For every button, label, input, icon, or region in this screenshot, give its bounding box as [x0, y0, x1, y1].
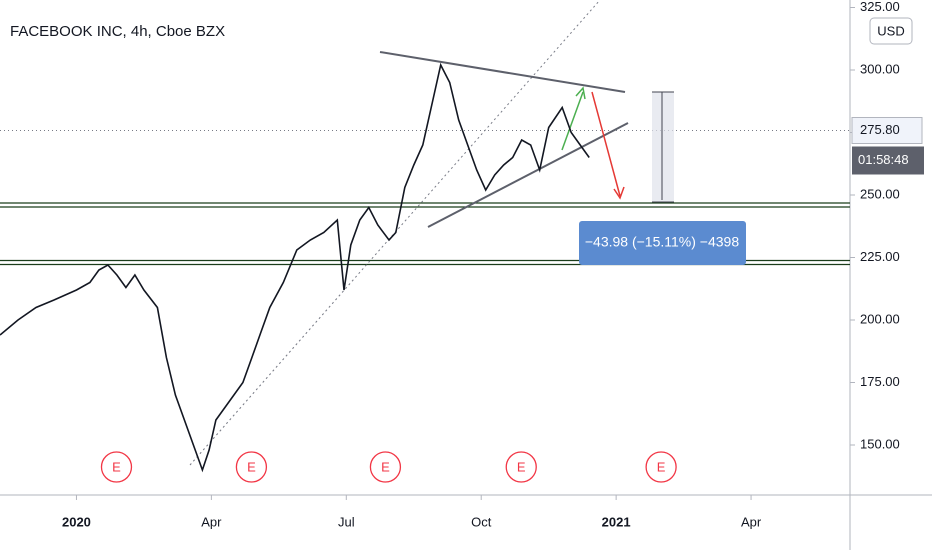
y-tick-label: 200.00 [860, 311, 900, 326]
y-tick-label: 225.00 [860, 249, 900, 264]
x-tick-label: 2020 [62, 514, 91, 529]
event-label: E [381, 459, 390, 474]
countdown: 01:58:48 [858, 152, 909, 167]
event-marker [235, 451, 268, 483]
down-arrow [591, 91, 621, 197]
y-tick-label: 250.00 [860, 186, 900, 201]
down-arrow-head [613, 186, 625, 200]
event-marker [100, 451, 133, 483]
measure-label-box [579, 221, 746, 265]
up-arrow [561, 91, 584, 151]
currency: USD [877, 23, 904, 38]
measure-label: −43.98 (−15.11%) −4398 [585, 234, 739, 250]
event-marker [369, 451, 402, 483]
x-tick-label: Apr [201, 514, 222, 529]
measure-box [652, 92, 674, 202]
last-price-box [851, 117, 923, 144]
event-label: E [657, 459, 666, 474]
countdown-box [852, 146, 924, 175]
event-label: E [517, 459, 526, 474]
up-arrow-head [575, 86, 586, 100]
y-tick-label: 150.00 [860, 436, 900, 451]
event-label: E [247, 459, 256, 474]
event-label: E [112, 459, 121, 474]
y-tick-label: 325.00 [860, 0, 900, 14]
last-price-label: 275.80 [860, 122, 900, 137]
triangle-lower [427, 122, 629, 228]
x-tick-label: Jul [338, 514, 355, 529]
y-tick-label: 175.00 [860, 374, 900, 389]
x-tick-label: Oct [471, 514, 492, 529]
currency-box [869, 17, 913, 45]
x-tick-label: 2021 [602, 514, 631, 529]
event-marker [505, 451, 537, 483]
event-marker [645, 451, 677, 483]
chart-title: FACEBOOK INC, 4h, Cboe BZX [10, 23, 225, 40]
x-tick-label: Apr [741, 514, 762, 529]
price-line [0, 62, 590, 473]
y-tick-label: 300.00 [860, 61, 900, 76]
triangle-upper [379, 51, 626, 93]
